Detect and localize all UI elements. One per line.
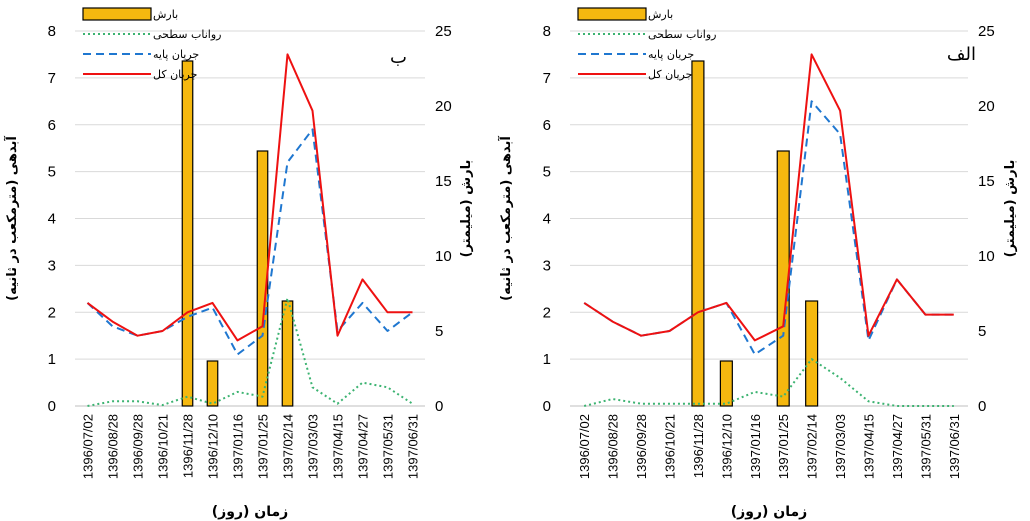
y-left-tick-label: 7 bbox=[48, 70, 56, 87]
y-left-tick-label: 6 bbox=[48, 117, 56, 134]
x-tick-label: 1397/05/31 bbox=[381, 414, 396, 479]
legend-swatch-bar bbox=[82, 7, 152, 21]
chart-panel-alef: 0 1 2 3 4 5 6 7 8 0 5 10 15 20 25 1396/07/02 1396/08/28 1… bbox=[497, 7, 1018, 520]
y-left-tick-label: 0 bbox=[48, 398, 56, 415]
x-tick-label: 1397/06/31 bbox=[947, 414, 962, 479]
x-tick-label: 1396/11/28 bbox=[691, 414, 706, 478]
x-tick-label: 1397/03/03 bbox=[833, 414, 848, 479]
x-tick-label: 1396/07/02 bbox=[577, 414, 592, 479]
y-left-tick-label: 8 bbox=[48, 23, 56, 40]
legend-label: جریان پایه bbox=[648, 48, 694, 61]
x-axis-label: زمان (روز) bbox=[212, 504, 288, 520]
y-right-tick-label: 20 bbox=[435, 98, 452, 115]
x-axis-label: زمان (روز) bbox=[731, 504, 807, 520]
y-left-tick-label: 4 bbox=[543, 211, 551, 228]
precip-bar bbox=[805, 300, 819, 407]
legend-label: جریان پایه bbox=[153, 48, 199, 61]
y-left-tick-label: 2 bbox=[48, 304, 56, 321]
y-right-tick-label: 25 bbox=[435, 23, 452, 40]
y-right-axis-label: بارش (میلیمتر) bbox=[1003, 160, 1018, 258]
y-right-tick-label: 0 bbox=[978, 398, 986, 415]
x-tick-label: 1396/08/28 bbox=[606, 414, 621, 479]
panel-label: الف bbox=[947, 44, 976, 65]
series-line-dotted bbox=[583, 358, 954, 407]
y-right-tick-label: 10 bbox=[978, 248, 995, 265]
y-left-tick-label: 3 bbox=[48, 257, 56, 274]
legend-label: بارش bbox=[153, 8, 178, 21]
series-line-solid bbox=[86, 53, 413, 342]
y-left-tick-label: 5 bbox=[543, 164, 551, 181]
y-right-tick-label: 0 bbox=[435, 398, 443, 415]
y-left-tick-label: 3 bbox=[543, 257, 551, 274]
y-left-tick-label: 0 bbox=[543, 398, 551, 415]
precip-bar bbox=[181, 60, 194, 407]
y-left-tick-label: 6 bbox=[543, 117, 551, 134]
series-line-dashed bbox=[86, 128, 414, 356]
x-tick-label: 1397/02/14 bbox=[281, 414, 296, 479]
series-line-dashed bbox=[583, 100, 954, 356]
precip-bar bbox=[281, 300, 294, 407]
x-tick-label: 1396/10/21 bbox=[663, 414, 678, 479]
x-tick-label: 1397/03/03 bbox=[306, 414, 321, 479]
x-tick-label: 1396/07/02 bbox=[81, 414, 96, 479]
x-tick-label: 1397/02/14 bbox=[805, 414, 820, 479]
panel-label: ب bbox=[390, 47, 407, 68]
x-tick-label: 1397/01/16 bbox=[748, 414, 763, 479]
precip-bar bbox=[206, 360, 219, 407]
y-left-tick-label: 1 bbox=[543, 351, 551, 368]
y-right-tick-label: 15 bbox=[435, 173, 452, 190]
legend-label: رواناب سطحی bbox=[153, 28, 221, 41]
y-right-axis-label: بارش (میلیمتر) bbox=[459, 160, 474, 258]
x-tick-label: 1396/11/28 bbox=[181, 414, 196, 478]
x-tick-label: 1396/12/10 bbox=[719, 414, 734, 479]
legend-label: جریان کل bbox=[153, 68, 197, 81]
x-tick-label: 1396/12/10 bbox=[206, 414, 221, 479]
y-left-tick-label: 4 bbox=[48, 211, 56, 228]
y-left-tick-label: 1 bbox=[48, 351, 56, 368]
x-tick-label: 1396/09/28 bbox=[634, 414, 649, 479]
y-left-axis-label: آبدهی (مترمکعب در ثانیه) bbox=[497, 136, 514, 301]
x-tick-label: 1397/04/27 bbox=[356, 414, 371, 479]
x-tick-label: 1397/01/25 bbox=[776, 414, 791, 479]
x-tick-label: 1396/10/21 bbox=[156, 414, 171, 479]
legend-label: رواناب سطحی bbox=[648, 28, 716, 41]
y-left-tick-label: 2 bbox=[543, 304, 551, 321]
chart-panel-b: 0 1 2 3 4 5 6 7 8 0 5 10 15 20 25 1396/07/02 1396/08/28 1… bbox=[3, 7, 474, 520]
precip-bar bbox=[719, 360, 733, 407]
legend: بارش رواناب سطحی جریان پایه جریان کل bbox=[577, 7, 716, 81]
x-tick-label: 1397/04/15 bbox=[331, 414, 346, 479]
x-tick-label: 1397/04/27 bbox=[890, 414, 905, 479]
legend: بارش رواناب سطحی جریان پایه جریان کل bbox=[82, 7, 221, 81]
y-right-tick-label: 5 bbox=[435, 323, 443, 340]
y-right-tick-label: 5 bbox=[978, 323, 986, 340]
x-tick-label: 1397/04/15 bbox=[862, 414, 877, 479]
y-right-tick-label: 15 bbox=[978, 173, 995, 190]
y-left-tick-label: 8 bbox=[543, 23, 551, 40]
x-tick-label: 1397/01/25 bbox=[256, 414, 271, 479]
x-tick-label: 1396/09/28 bbox=[131, 414, 146, 479]
y-right-tick-label: 10 bbox=[435, 248, 452, 265]
x-tick-label: 1396/08/28 bbox=[106, 414, 121, 479]
series-line-dotted bbox=[87, 297, 414, 407]
y-left-tick-label: 5 bbox=[48, 164, 56, 181]
series-line-solid bbox=[583, 53, 954, 342]
y-left-tick-label: 7 bbox=[543, 70, 551, 87]
x-tick-label: 1397/05/31 bbox=[918, 414, 933, 479]
y-right-tick-label: 25 bbox=[978, 23, 995, 40]
x-tick-label: 1397/01/16 bbox=[231, 414, 246, 479]
x-tick-label: 1397/06/31 bbox=[406, 414, 421, 479]
legend-swatch-bar bbox=[577, 7, 647, 21]
legend-label: جریان کل bbox=[648, 68, 692, 81]
y-left-axis-label: آبدهی (مترمکعب در ثانیه) bbox=[3, 136, 20, 301]
precip-bar bbox=[691, 60, 705, 407]
legend-label: بارش bbox=[648, 8, 673, 21]
y-right-tick-label: 20 bbox=[978, 98, 995, 115]
